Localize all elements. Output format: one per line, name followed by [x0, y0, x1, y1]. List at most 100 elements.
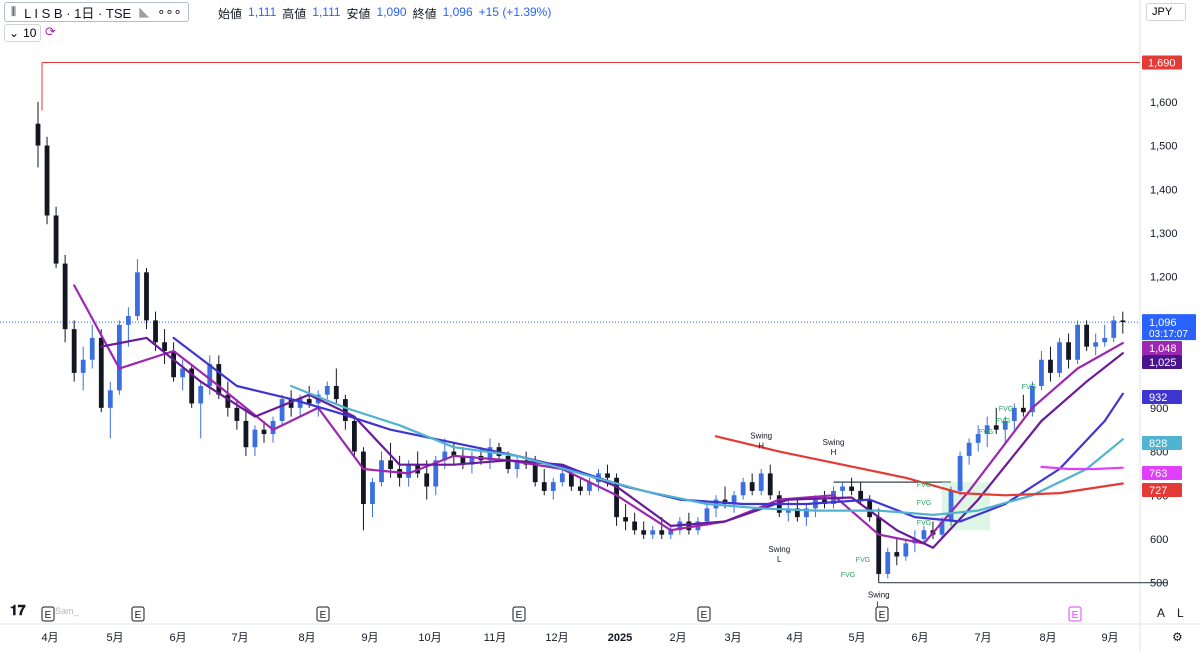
- currency-selector[interactable]: JPY: [1146, 3, 1186, 21]
- swing-label: Swing: [750, 431, 772, 440]
- candle-body: [686, 521, 692, 531]
- x-tick-label: 4月: [41, 632, 58, 644]
- earnings-marker: [1068, 606, 1082, 622]
- refresh-icon[interactable]: ⟳: [45, 24, 56, 39]
- candle-body: [903, 543, 909, 557]
- ma-value-label-bg: [1142, 466, 1182, 480]
- flag-icon: ◣: [139, 4, 150, 19]
- candle-body: [80, 359, 86, 373]
- candle-body: [1011, 407, 1017, 421]
- candle-body: [1102, 337, 1108, 343]
- more-icon[interactable]: ∘∘∘: [157, 4, 182, 19]
- candle-body: [550, 482, 556, 491]
- candle-body: [116, 324, 122, 391]
- candle-body: [198, 385, 204, 404]
- ma-value-label: 828: [1149, 438, 1167, 450]
- candle-body: [758, 473, 764, 491]
- candle-body: [171, 351, 176, 378]
- fvg-label: FVG: [996, 418, 1010, 425]
- candle-body: [388, 460, 393, 470]
- ma-value-label-bg: [1142, 341, 1182, 355]
- resistance-price-label-bg: [1142, 55, 1182, 70]
- candle-body: [243, 420, 249, 448]
- candle-body: [858, 490, 864, 500]
- candle-body: [1111, 320, 1117, 338]
- x-tick-label: 6月: [169, 632, 186, 644]
- log-scale-button[interactable]: L: [1177, 606, 1184, 620]
- earnings-marker: [697, 606, 711, 622]
- watermark: Sam_: [55, 606, 79, 616]
- earnings-marker-label: E: [45, 610, 52, 621]
- earnings-marker-label: E: [1072, 610, 1079, 621]
- candle-body: [614, 477, 619, 518]
- ma-value-label: 1,025: [1149, 357, 1177, 369]
- candle-body: [1020, 407, 1026, 413]
- candle-body: [126, 316, 131, 325]
- x-tick-label: 12月: [545, 632, 568, 644]
- earnings-marker-label: E: [320, 610, 327, 621]
- candle-body: [1084, 324, 1090, 347]
- y-tick-label: 900: [1150, 403, 1168, 415]
- candle-body: [288, 399, 294, 408]
- x-tick-label: 3月: [724, 632, 741, 644]
- earnings-marker: [512, 606, 526, 622]
- candle-body: [1039, 359, 1044, 386]
- fvg-label: FVG: [917, 520, 931, 527]
- auto-scale-button[interactable]: A: [1157, 606, 1166, 620]
- symbol-name: L I S B · 1日 · TSE: [24, 5, 132, 21]
- high-value: 1,111: [312, 5, 341, 19]
- ma-value-label: 727: [1149, 485, 1167, 497]
- candle-body: [1048, 359, 1053, 373]
- earnings-marker-label: E: [701, 610, 708, 621]
- candle-body: [804, 508, 809, 518]
- y-tick-label: 1,500: [1150, 141, 1178, 153]
- candle-body: [451, 451, 457, 456]
- candle-body: [361, 451, 366, 505]
- ma-value-label: 1,048: [1149, 343, 1177, 355]
- candle-body: [234, 407, 240, 421]
- fvg-label: FVG: [917, 500, 931, 507]
- candle-body: [939, 521, 945, 535]
- candle-body: [153, 320, 158, 343]
- ma-value-label: 932: [1149, 392, 1167, 404]
- x-tick-label: 8月: [1039, 632, 1056, 644]
- candle-body: [216, 364, 222, 395]
- earnings-marker: [875, 606, 889, 622]
- x-tick-label: 2025: [608, 632, 632, 644]
- candle-body: [541, 482, 547, 491]
- ma-value-label-bg: [1142, 355, 1182, 369]
- moving-average-line: [290, 384, 1124, 516]
- x-tick-label: 8月: [298, 632, 315, 644]
- symbol-legend[interactable]: ⫼ L I S B · 1日 · TSE ◣ ∘∘∘: [4, 2, 189, 22]
- open-label: 始値: [218, 7, 243, 21]
- x-tick-label: 10月: [418, 632, 441, 644]
- candle-body: [605, 473, 610, 478]
- candle-body: [767, 473, 773, 496]
- y-tick-label: 1,200: [1150, 272, 1178, 284]
- swing-label-sub: H: [831, 448, 837, 457]
- candle-icon: ⫼: [11, 5, 17, 18]
- candle-body: [1120, 320, 1126, 323]
- fvg-label: FVG: [999, 406, 1013, 413]
- candle-body: [975, 434, 981, 443]
- low-label: 安値: [346, 7, 371, 21]
- candle-body: [740, 482, 746, 496]
- y-tick-label: 1,300: [1150, 228, 1178, 240]
- indicator-toggle[interactable]: ⌄ 10: [4, 24, 42, 42]
- candle-body: [1066, 342, 1071, 360]
- candle-body: [650, 530, 656, 535]
- candle-body: [370, 482, 375, 505]
- candle-body: [270, 420, 276, 435]
- close-value: 1,096: [442, 5, 473, 19]
- candle-body: [993, 425, 999, 430]
- candle-body: [442, 451, 448, 461]
- x-tick-label: 5月: [106, 632, 123, 644]
- moving-average-line: [1040, 465, 1124, 471]
- candle-body: [587, 482, 592, 491]
- candle-body: [659, 530, 665, 535]
- candle-body: [62, 263, 68, 330]
- swing-label-sub: H: [758, 441, 764, 450]
- x-tick-label: 2月: [669, 632, 686, 644]
- candle-body: [89, 337, 95, 360]
